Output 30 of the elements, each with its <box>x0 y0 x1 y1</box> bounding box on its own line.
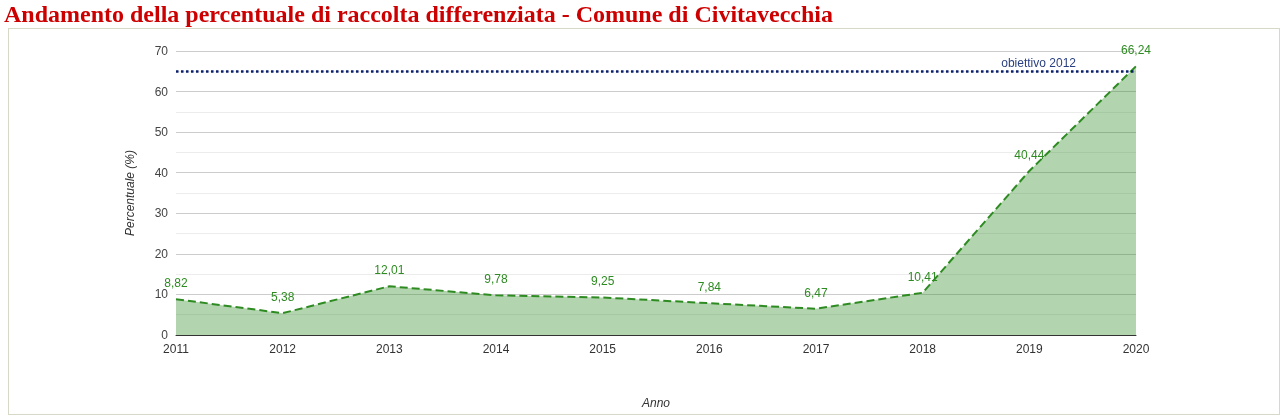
data-label: 6,47 <box>804 285 828 300</box>
x-tick-label: 2020 <box>1122 342 1150 356</box>
data-label: 5,38 <box>270 290 295 305</box>
y-tick-label: 0 <box>161 328 169 342</box>
data-label: 9,25 <box>590 274 615 289</box>
data-label: 7,84 <box>697 280 722 295</box>
data-label: 10,41 <box>907 269 939 284</box>
y-tick-label: 50 <box>154 125 169 140</box>
data-label: 66,24 <box>1120 43 1152 58</box>
data-label: 12,01 <box>374 263 405 278</box>
data-label: 9,78 <box>484 272 508 287</box>
x-tick-label: 2016 <box>695 342 723 356</box>
x-tick-label: 2019 <box>1015 342 1043 356</box>
x-tick-label: 2018 <box>909 342 937 356</box>
chart-title: Andamento della percentuale di raccolta differenziata - Comune di Civitavecchia <box>4 0 834 28</box>
x-axis-title: Anno <box>640 396 671 410</box>
x-tick-label: 2011 <box>163 342 190 356</box>
y-axis-title: Percentuale (%) <box>123 149 137 237</box>
y-tick-label: 60 <box>154 84 169 99</box>
x-tick-label: 2014 <box>482 342 510 356</box>
y-tick-label: 70 <box>154 44 169 58</box>
y-tick-label: 40 <box>154 165 169 180</box>
ref-line-label: obiettivo 2012 <box>1001 56 1077 71</box>
data-label: 40,44 <box>1014 147 1045 162</box>
x-tick-label: 2017 <box>802 342 830 356</box>
x-tick-label: 2013 <box>375 342 403 356</box>
y-tick-label: 30 <box>154 206 169 221</box>
y-tick-label: 20 <box>154 246 169 261</box>
x-tick-label: 2015 <box>589 342 617 356</box>
x-tick-label: 2012 <box>269 342 297 356</box>
